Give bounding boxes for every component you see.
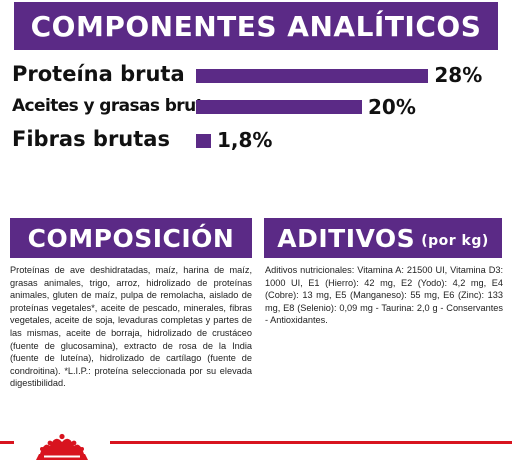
additives-unit: (por kg) [421,233,489,249]
footer-red-line [0,441,512,444]
nutrient-label-fiber: Fibras brutas [12,127,170,151]
nutrient-label-fat: Aceites y grasas brutos [12,96,224,116]
nutrient-bar-protein [196,69,429,83]
nutrient-value-fat: 20% [368,95,416,119]
composition-title: COMPOSICIÓN [27,223,235,253]
additives-text: Aditivos nutricionales: Vitamina A: 2150… [265,265,503,326]
composition-banner: COMPOSICIÓN [10,218,252,258]
nutrient-bar-fiber [196,134,211,148]
composition-text: Proteínas de ave deshidratadas, maíz, ha… [10,265,252,389]
analytical-components-title: COMPONENTES ANALÍTICOS [30,9,482,43]
nutrient-value-fiber: 1,8% [216,128,273,152]
nutrient-value-protein: 28% [434,63,483,87]
analytical-components-banner: COMPONENTES ANALÍTICOS [14,2,498,50]
nutrient-bar-fat [196,100,362,114]
royal-canin-crown-icon [14,433,110,464]
nutrient-label-protein: Proteína bruta [12,62,185,86]
additives-title: ADITIVOS [277,223,416,253]
additives-banner: ADITIVOS (por kg) [264,218,502,258]
